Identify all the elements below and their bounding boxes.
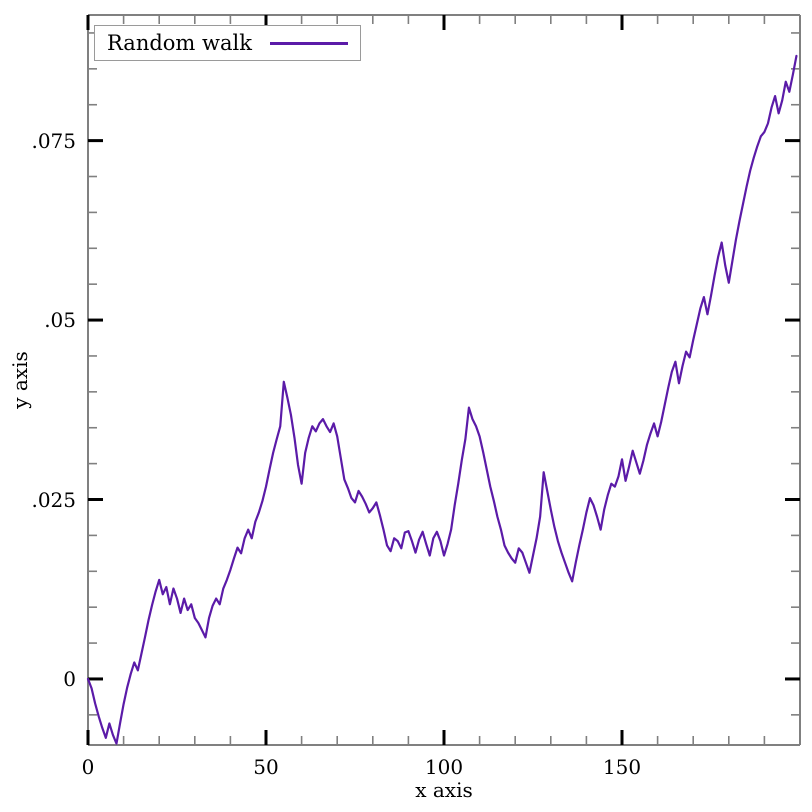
data-series-group bbox=[86, 54, 798, 745]
x-tick-label: 50 bbox=[253, 755, 279, 779]
chart-legend: Random walk bbox=[94, 25, 361, 61]
x-tick-label: 150 bbox=[602, 755, 642, 779]
y-axis-title: y axis bbox=[8, 351, 32, 409]
axis-minor-ticks bbox=[88, 15, 801, 745]
x-tick-label: 0 bbox=[81, 755, 95, 779]
axis-spines bbox=[87, 14, 801, 746]
axis-major-ticks bbox=[86, 15, 800, 745]
legend-line-swatch bbox=[269, 41, 348, 45]
y-tick-label: .05 bbox=[44, 308, 76, 333]
x-axis-title: x axis bbox=[415, 778, 473, 802]
y-tick-label: 0 bbox=[63, 666, 76, 691]
y-tick-label: .075 bbox=[31, 128, 76, 153]
legend-entry-label: Random walk bbox=[107, 30, 252, 55]
y-tick-label: .025 bbox=[31, 487, 76, 512]
x-tick-label: 100 bbox=[424, 755, 464, 779]
